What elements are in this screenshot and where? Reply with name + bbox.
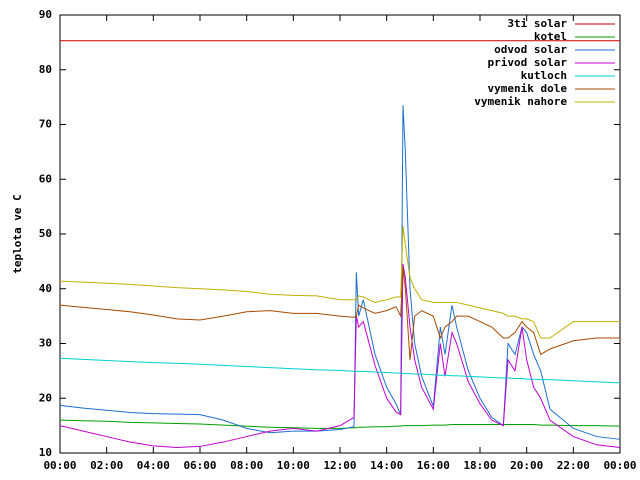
x-tick-label: 00:00 <box>43 459 76 472</box>
y-axis-label: teplota ve C <box>11 194 24 273</box>
y-tick-label: 20 <box>39 391 52 404</box>
y-tick-label: 50 <box>39 227 52 240</box>
y-tick-label: 80 <box>39 63 52 76</box>
x-tick-label: 04:00 <box>137 459 170 472</box>
series-line <box>59 105 621 440</box>
y-tick-label: 60 <box>39 172 52 185</box>
y-tick-label: 10 <box>39 446 52 459</box>
legend-label: vymenik nahore <box>474 95 567 108</box>
series-line <box>59 357 621 384</box>
series-line <box>59 266 620 360</box>
legend-label: 3ti solar <box>507 17 567 30</box>
x-tick-label: 20:00 <box>510 459 543 472</box>
x-tick-label: 02:00 <box>90 459 123 472</box>
x-tick-label: 14:00 <box>370 459 403 472</box>
x-tick-label: 08:00 <box>230 459 263 472</box>
legend-label: kotel <box>534 30 567 43</box>
series-line <box>59 264 621 449</box>
x-tick-label: 00:00 <box>603 459 636 472</box>
y-tick-label: 70 <box>39 118 52 131</box>
x-tick-label: 06:00 <box>183 459 216 472</box>
x-tick-label: 10:00 <box>277 459 310 472</box>
x-tick-label: 12:00 <box>323 459 356 472</box>
legend-label: vymenik dole <box>488 82 568 95</box>
y-tick-label: 30 <box>39 337 52 350</box>
legend-label: privod solar <box>488 56 568 69</box>
series-line <box>59 419 621 429</box>
y-tick-label: 40 <box>39 282 52 295</box>
legend-label: kutloch <box>521 69 567 82</box>
legend-label: odvod solar <box>494 43 567 56</box>
y-tick-label: 90 <box>39 8 52 21</box>
x-tick-label: 16:00 <box>417 459 450 472</box>
x-tick-label: 22:00 <box>557 459 590 472</box>
x-tick-label: 18:00 <box>463 459 496 472</box>
series-line <box>59 225 620 339</box>
